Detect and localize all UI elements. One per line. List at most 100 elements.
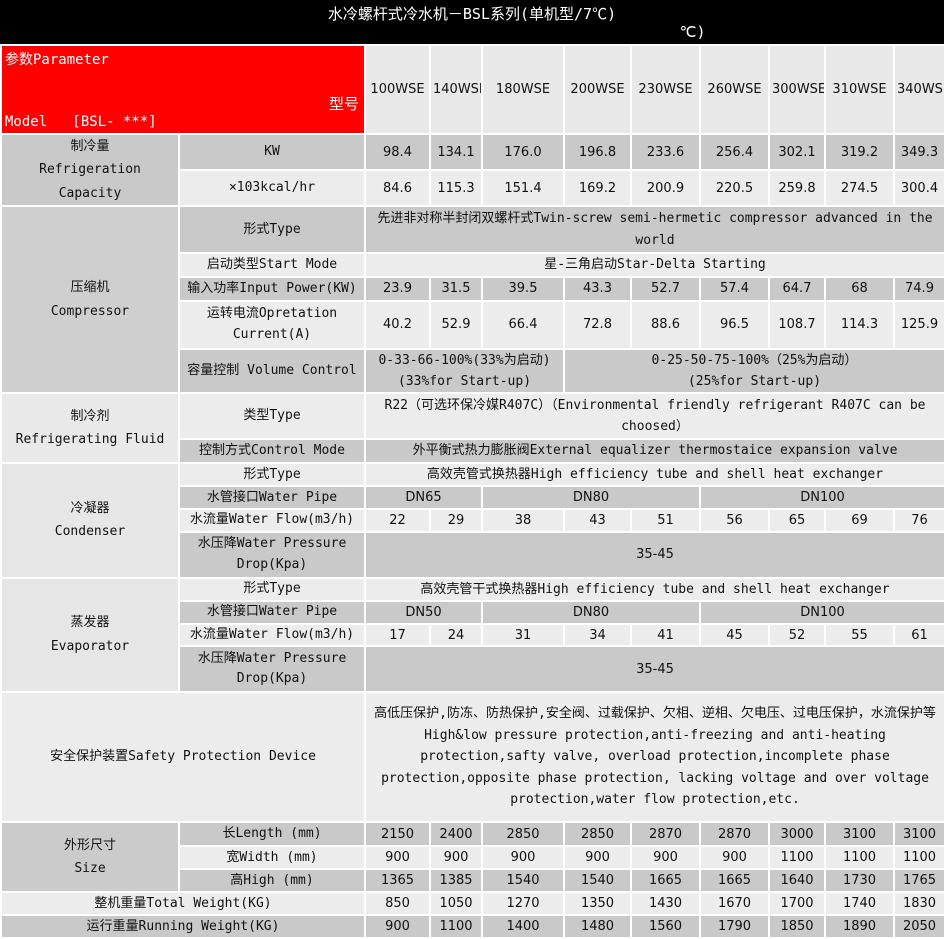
spec-text-cell: 高效壳管式换热器High efficiency tube and shell h… bbox=[364, 461, 944, 488]
spec-text-cell: 高效壳管干式换热器High efficiency tube and shell … bbox=[364, 576, 944, 602]
row-label: 水压降Water Pressure Drop(Kpa) bbox=[178, 645, 366, 694]
value-cell: 55 bbox=[824, 622, 895, 648]
value-cell: 84.6 bbox=[364, 169, 431, 208]
value-cell: 65 bbox=[768, 508, 826, 533]
table-row: 水管接口Water Pipe DN50 DN80 DN100 bbox=[1, 599, 944, 625]
column-header: 310WSE bbox=[824, 44, 895, 135]
row-label: 运转电流Opretation Current(A) bbox=[178, 299, 366, 350]
value-cell: 2870 bbox=[630, 821, 701, 848]
group-label: 制冷量 Refrigeration Capacity bbox=[0, 132, 180, 208]
value-cell: 900 bbox=[563, 845, 632, 871]
value-cell: 52.7 bbox=[630, 275, 701, 302]
value-cell: 3100 bbox=[824, 821, 895, 848]
column-header: 340WSE bbox=[893, 44, 944, 135]
value-cell: 200.9 bbox=[630, 169, 701, 208]
table-row: 外形尺寸 Size 长Length (mm) 2150 2400 2850 2850 287… bbox=[0, 821, 944, 894]
table-row: 运转电流Opretation Current(A) 40.2 52.9 66.4 72.… bbox=[1, 299, 944, 350]
row-label: 整机重量Total Weight(KG) bbox=[0, 891, 366, 917]
value-cell: 76 bbox=[893, 508, 944, 533]
value-cell: 3000 bbox=[768, 821, 826, 848]
table-row: 水管接口Water Pipe DN65 DN80 DN100 bbox=[1, 485, 944, 511]
row-label: 水压降Water Pressure Drop(Kpa) bbox=[178, 530, 366, 579]
column-header: 140WSE bbox=[429, 44, 483, 135]
value-cell: 256.4 bbox=[699, 132, 770, 172]
value-cell: 74.9 bbox=[893, 275, 944, 302]
value-cell: 1540 bbox=[481, 868, 565, 894]
table-row: 冷凝器 Condenser 形式Type 高效壳管式换热器High efficien… bbox=[0, 461, 944, 579]
table-row: 容量控制 Volume Control 0-33-66-100%(33%为启动) … bbox=[1, 347, 944, 395]
table-row: 安全保护装置Safety Protection Device 高低压保护,防冻、防… bbox=[0, 691, 944, 824]
value-cell: 274.5 bbox=[824, 169, 895, 208]
value-cell: 1100 bbox=[768, 845, 826, 871]
spec-text-cell: 先进非对称半封闭双螺杆式Twin-screw semi-hermetic com… bbox=[364, 205, 944, 255]
group-label: 冷凝器 Condenser bbox=[0, 461, 180, 579]
value-cell: 88.6 bbox=[630, 299, 701, 350]
spec-table: 参数Parameter 型号 Model [BSL- ***] 100WSE 1… bbox=[0, 44, 944, 939]
row-label: 安全保护装置Safety Protection Device bbox=[0, 691, 366, 824]
spec-text-cell: DN100 bbox=[699, 485, 944, 511]
spec-text-cell: 35-45 bbox=[364, 530, 944, 579]
value-cell: 51 bbox=[630, 508, 701, 533]
table-title-wrap: ℃) bbox=[679, 23, 706, 41]
row-label: 容量控制 Volume Control bbox=[178, 347, 366, 395]
spec-text-cell: 高低压保护,防冻、防热保护,安全阀、过载保护、欠相、逆相、欠电压、过电压保护，水… bbox=[364, 691, 944, 824]
row-label: 类型Type bbox=[178, 392, 366, 441]
value-cell: 125.9 bbox=[893, 299, 944, 350]
table-row: 蒸发器 Evaporator 形式Type 高效壳管干式换热器High effici… bbox=[0, 576, 944, 694]
value-cell: 39.5 bbox=[481, 275, 565, 302]
value-cell: 1665 bbox=[630, 868, 701, 894]
column-header: 200WSE bbox=[563, 44, 632, 135]
row-label: 水流量Water Flow(m3/h) bbox=[178, 622, 366, 648]
parameter-label: 参数Parameter bbox=[5, 52, 109, 68]
value-cell: 1670 bbox=[699, 891, 770, 917]
table-row: 水流量Water Flow(m3/h) 22 29 38 43 51 56 65 69 76 bbox=[1, 508, 944, 533]
value-cell: 1365 bbox=[364, 868, 431, 894]
value-cell: 1270 bbox=[481, 891, 565, 917]
column-header: 180WSE bbox=[481, 44, 565, 135]
table-row: 宽Width (mm) 900 900 900 900 900 900 1100 1100 110… bbox=[1, 845, 944, 871]
value-cell: 45 bbox=[699, 622, 770, 648]
value-cell: 176.0 bbox=[481, 132, 565, 172]
model-series-label: Model [BSL- ***] bbox=[5, 114, 157, 130]
row-label: 水管接口Water Pipe bbox=[178, 485, 366, 511]
value-cell: 57.4 bbox=[699, 275, 770, 302]
spec-text-cell: 星-三角启动Star-Delta Starting bbox=[364, 252, 944, 278]
spec-text-cell: DN65 bbox=[364, 485, 483, 511]
row-label: 水流量Water Flow(m3/h) bbox=[178, 508, 366, 533]
value-cell: 72.8 bbox=[563, 299, 632, 350]
value-cell: 69 bbox=[824, 508, 895, 533]
value-cell: 38 bbox=[481, 508, 565, 533]
value-cell: 349.3 bbox=[893, 132, 944, 172]
value-cell: 1540 bbox=[563, 868, 632, 894]
spec-text-cell: DN80 bbox=[481, 599, 701, 625]
value-cell: 23.9 bbox=[364, 275, 431, 302]
value-cell: 259.8 bbox=[768, 169, 826, 208]
value-cell: 1050 bbox=[429, 891, 483, 917]
value-cell: 302.1 bbox=[768, 132, 826, 172]
table-row: ×103kcal/hr 84.6 115.3 151.4 169.2 200.9 220.5… bbox=[1, 169, 944, 208]
table-row: 整机重量Total Weight(KG) 850 1050 1270 1350 1430 1… bbox=[0, 891, 944, 917]
value-cell: 17 bbox=[364, 622, 431, 648]
column-header: 300WSE bbox=[768, 44, 826, 135]
value-cell: 2150 bbox=[364, 821, 431, 848]
title-bar: 水冷螺杆式冷水机－BSL系列(单机型/7℃) ℃) bbox=[0, 0, 944, 44]
spec-text-cell: 外平衡式热力膨胀阀External equalizer thermostaice… bbox=[364, 438, 944, 464]
row-label: 形式Type bbox=[178, 461, 366, 488]
group-label: 蒸发器 Evaporator bbox=[0, 576, 180, 694]
value-cell: 31.5 bbox=[429, 275, 483, 302]
value-cell: 900 bbox=[699, 845, 770, 871]
value-cell: 2870 bbox=[699, 821, 770, 848]
row-label: 形式Type bbox=[178, 205, 366, 255]
value-cell: 1740 bbox=[824, 891, 895, 917]
value-cell: 2850 bbox=[563, 821, 632, 848]
table-row: 制冷量 Refrigeration Capacity KW 98.4 134.1 176… bbox=[0, 132, 944, 208]
value-cell: 66.4 bbox=[481, 299, 565, 350]
value-cell: 196.8 bbox=[563, 132, 632, 172]
row-label: 形式Type bbox=[178, 576, 366, 602]
table-row: 高High (mm) 1365 1385 1540 1540 1665 1665 1640 17… bbox=[1, 868, 944, 894]
value-cell: 900 bbox=[630, 845, 701, 871]
value-cell: 115.3 bbox=[429, 169, 483, 208]
value-cell: 1830 bbox=[893, 891, 944, 917]
value-cell: 134.1 bbox=[429, 132, 483, 172]
value-cell: 41 bbox=[630, 622, 701, 648]
